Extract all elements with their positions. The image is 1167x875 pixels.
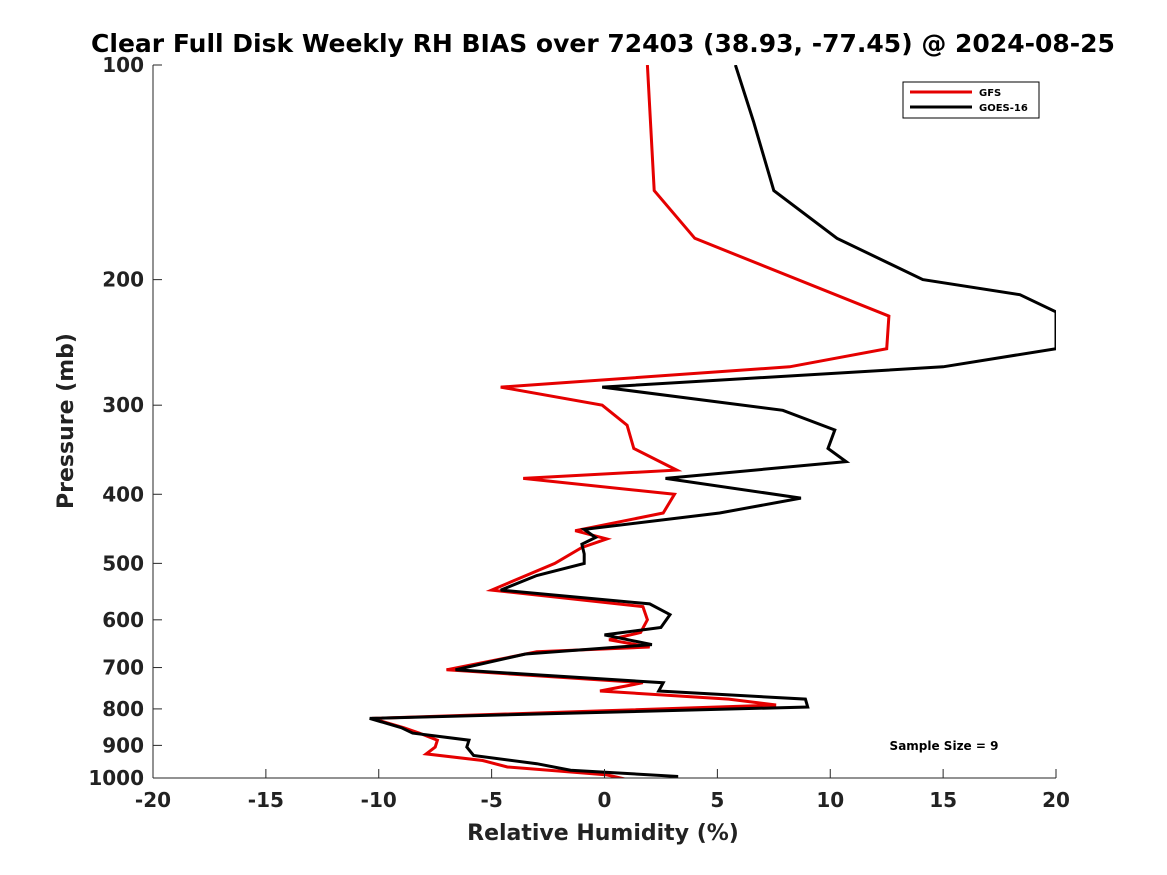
plot-area: -20 -15 -10 -5 0 5 10 15 20 100 200 300 400 500 600 700… bbox=[88, 53, 1070, 812]
x-tick-label: -5 bbox=[481, 788, 503, 812]
y-tick-label: 600 bbox=[102, 608, 144, 632]
y-tick-label: 800 bbox=[102, 697, 144, 721]
y-tick-label: 900 bbox=[102, 733, 144, 757]
x-tick-label: 15 bbox=[929, 788, 957, 812]
legend: GFS GOES-16 bbox=[902, 81, 1040, 119]
y-tick-label: 500 bbox=[102, 551, 144, 575]
y-tick-label: 700 bbox=[102, 656, 144, 680]
x-tick-label: 5 bbox=[710, 788, 724, 812]
x-tick-label: -20 bbox=[135, 788, 171, 812]
legend-entry: GFS bbox=[979, 88, 1001, 99]
y-tick-label: 100 bbox=[102, 53, 144, 77]
y-axis-label: Pressure (mb) bbox=[54, 333, 79, 509]
x-tick-label: 10 bbox=[816, 788, 844, 812]
x-tick-label: 0 bbox=[598, 788, 612, 812]
legend-entry: GOES-16 bbox=[979, 103, 1028, 114]
legend-box bbox=[902, 81, 1040, 119]
y-tick-label: 400 bbox=[102, 482, 144, 506]
x-tick-label: 20 bbox=[1042, 788, 1070, 812]
chart-title: Clear Full Disk Weekly RH BIAS over 7240… bbox=[91, 29, 1115, 58]
y-tick-label: 300 bbox=[102, 393, 144, 417]
x-axis-label: Relative Humidity (%) bbox=[467, 821, 739, 846]
y-tick-label: 1000 bbox=[88, 766, 144, 790]
x-tick-label: -10 bbox=[361, 788, 397, 812]
x-tick-label: -15 bbox=[248, 788, 284, 812]
series-line-goes-16 bbox=[369, 65, 1056, 778]
sample-size-annotation: Sample Size = 9 bbox=[890, 739, 999, 753]
y-tick-label: 200 bbox=[102, 268, 144, 292]
